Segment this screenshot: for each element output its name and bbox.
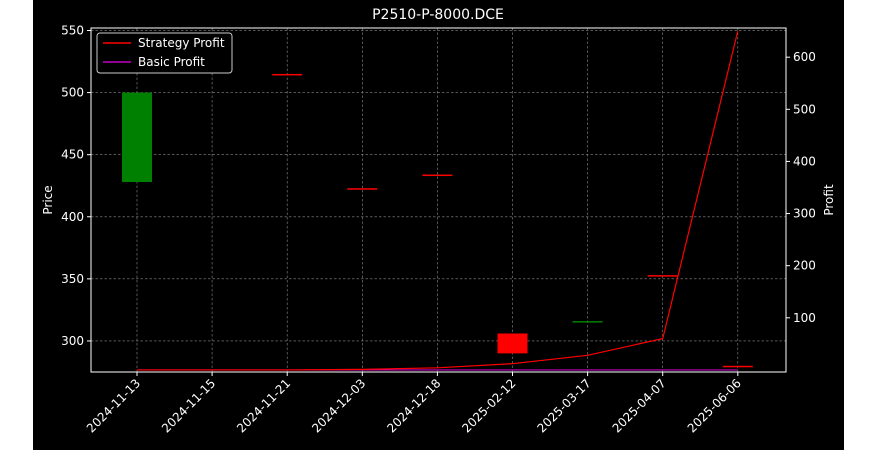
axis-layer: 2024-11-13 2024-11-15 2024-11-21 2024-12-03… bbox=[61, 23, 816, 435]
candle-2025-06-06 bbox=[722, 365, 753, 368]
candle-2025-04-07 bbox=[647, 275, 678, 277]
y-tick-label-right: 100 bbox=[793, 311, 816, 325]
candle-2025-03-17 bbox=[572, 321, 603, 323]
candle-2024-11-21 bbox=[272, 73, 303, 76]
candle-layer bbox=[122, 73, 753, 368]
chart-svg: P2510-P-8000.DCE 2024-11-13 2024-11-15 202… bbox=[41, 7, 836, 435]
candle-2024-12-18 bbox=[422, 174, 453, 177]
grid-layer bbox=[91, 28, 786, 372]
x-tick-label: 2024-11-13 bbox=[84, 376, 143, 435]
y-tick-label-right: 200 bbox=[793, 259, 816, 273]
y-tick-label-right: 500 bbox=[793, 102, 816, 116]
line-layer bbox=[137, 30, 739, 371]
y-tick-label-left: 500 bbox=[61, 86, 84, 100]
x-tick-label: 2025-02-12 bbox=[459, 376, 518, 435]
y-tick-label-right: 600 bbox=[793, 50, 816, 64]
y-tick-label-left: 550 bbox=[61, 23, 84, 37]
y-tick-label-left: 350 bbox=[61, 272, 84, 286]
x-tick-label: 2024-11-21 bbox=[234, 376, 293, 435]
candle-2025-02-12 bbox=[497, 333, 528, 354]
y-axis-label-right: Profit bbox=[822, 184, 836, 216]
plot-frame bbox=[90, 27, 787, 373]
legend-label-strategy-profit: Strategy Profit bbox=[138, 36, 225, 50]
y-tick-label-right: 400 bbox=[793, 154, 816, 168]
candle-2024-12-03 bbox=[347, 188, 378, 190]
x-tick-label: 2024-12-03 bbox=[309, 376, 368, 435]
x-tick-label: 2025-06-06 bbox=[685, 376, 744, 435]
series-line-strategy-profit bbox=[137, 30, 739, 371]
chart-title: P2510-P-8000.DCE bbox=[372, 7, 504, 23]
y-tick-label-left: 300 bbox=[61, 334, 84, 348]
x-tick-label: 2024-11-15 bbox=[159, 376, 218, 435]
candle-2024-11-13 bbox=[122, 92, 152, 182]
y-axis-label-left: Price bbox=[41, 185, 55, 214]
y-tick-label-right: 300 bbox=[793, 207, 816, 221]
legend: Strategy Profit Basic Profit bbox=[96, 32, 233, 74]
legend-label-basic-profit: Basic Profit bbox=[138, 55, 205, 69]
x-tick-label: 2025-04-07 bbox=[610, 376, 669, 435]
y-tick-label-left: 450 bbox=[61, 148, 84, 162]
x-tick-label: 2025-03-17 bbox=[535, 376, 594, 435]
chart-figure: P2510-P-8000.DCE 2024-11-13 2024-11-15 202… bbox=[33, 0, 844, 450]
y-tick-label-left: 400 bbox=[61, 210, 84, 224]
x-tick-label: 2024-12-18 bbox=[384, 376, 443, 435]
